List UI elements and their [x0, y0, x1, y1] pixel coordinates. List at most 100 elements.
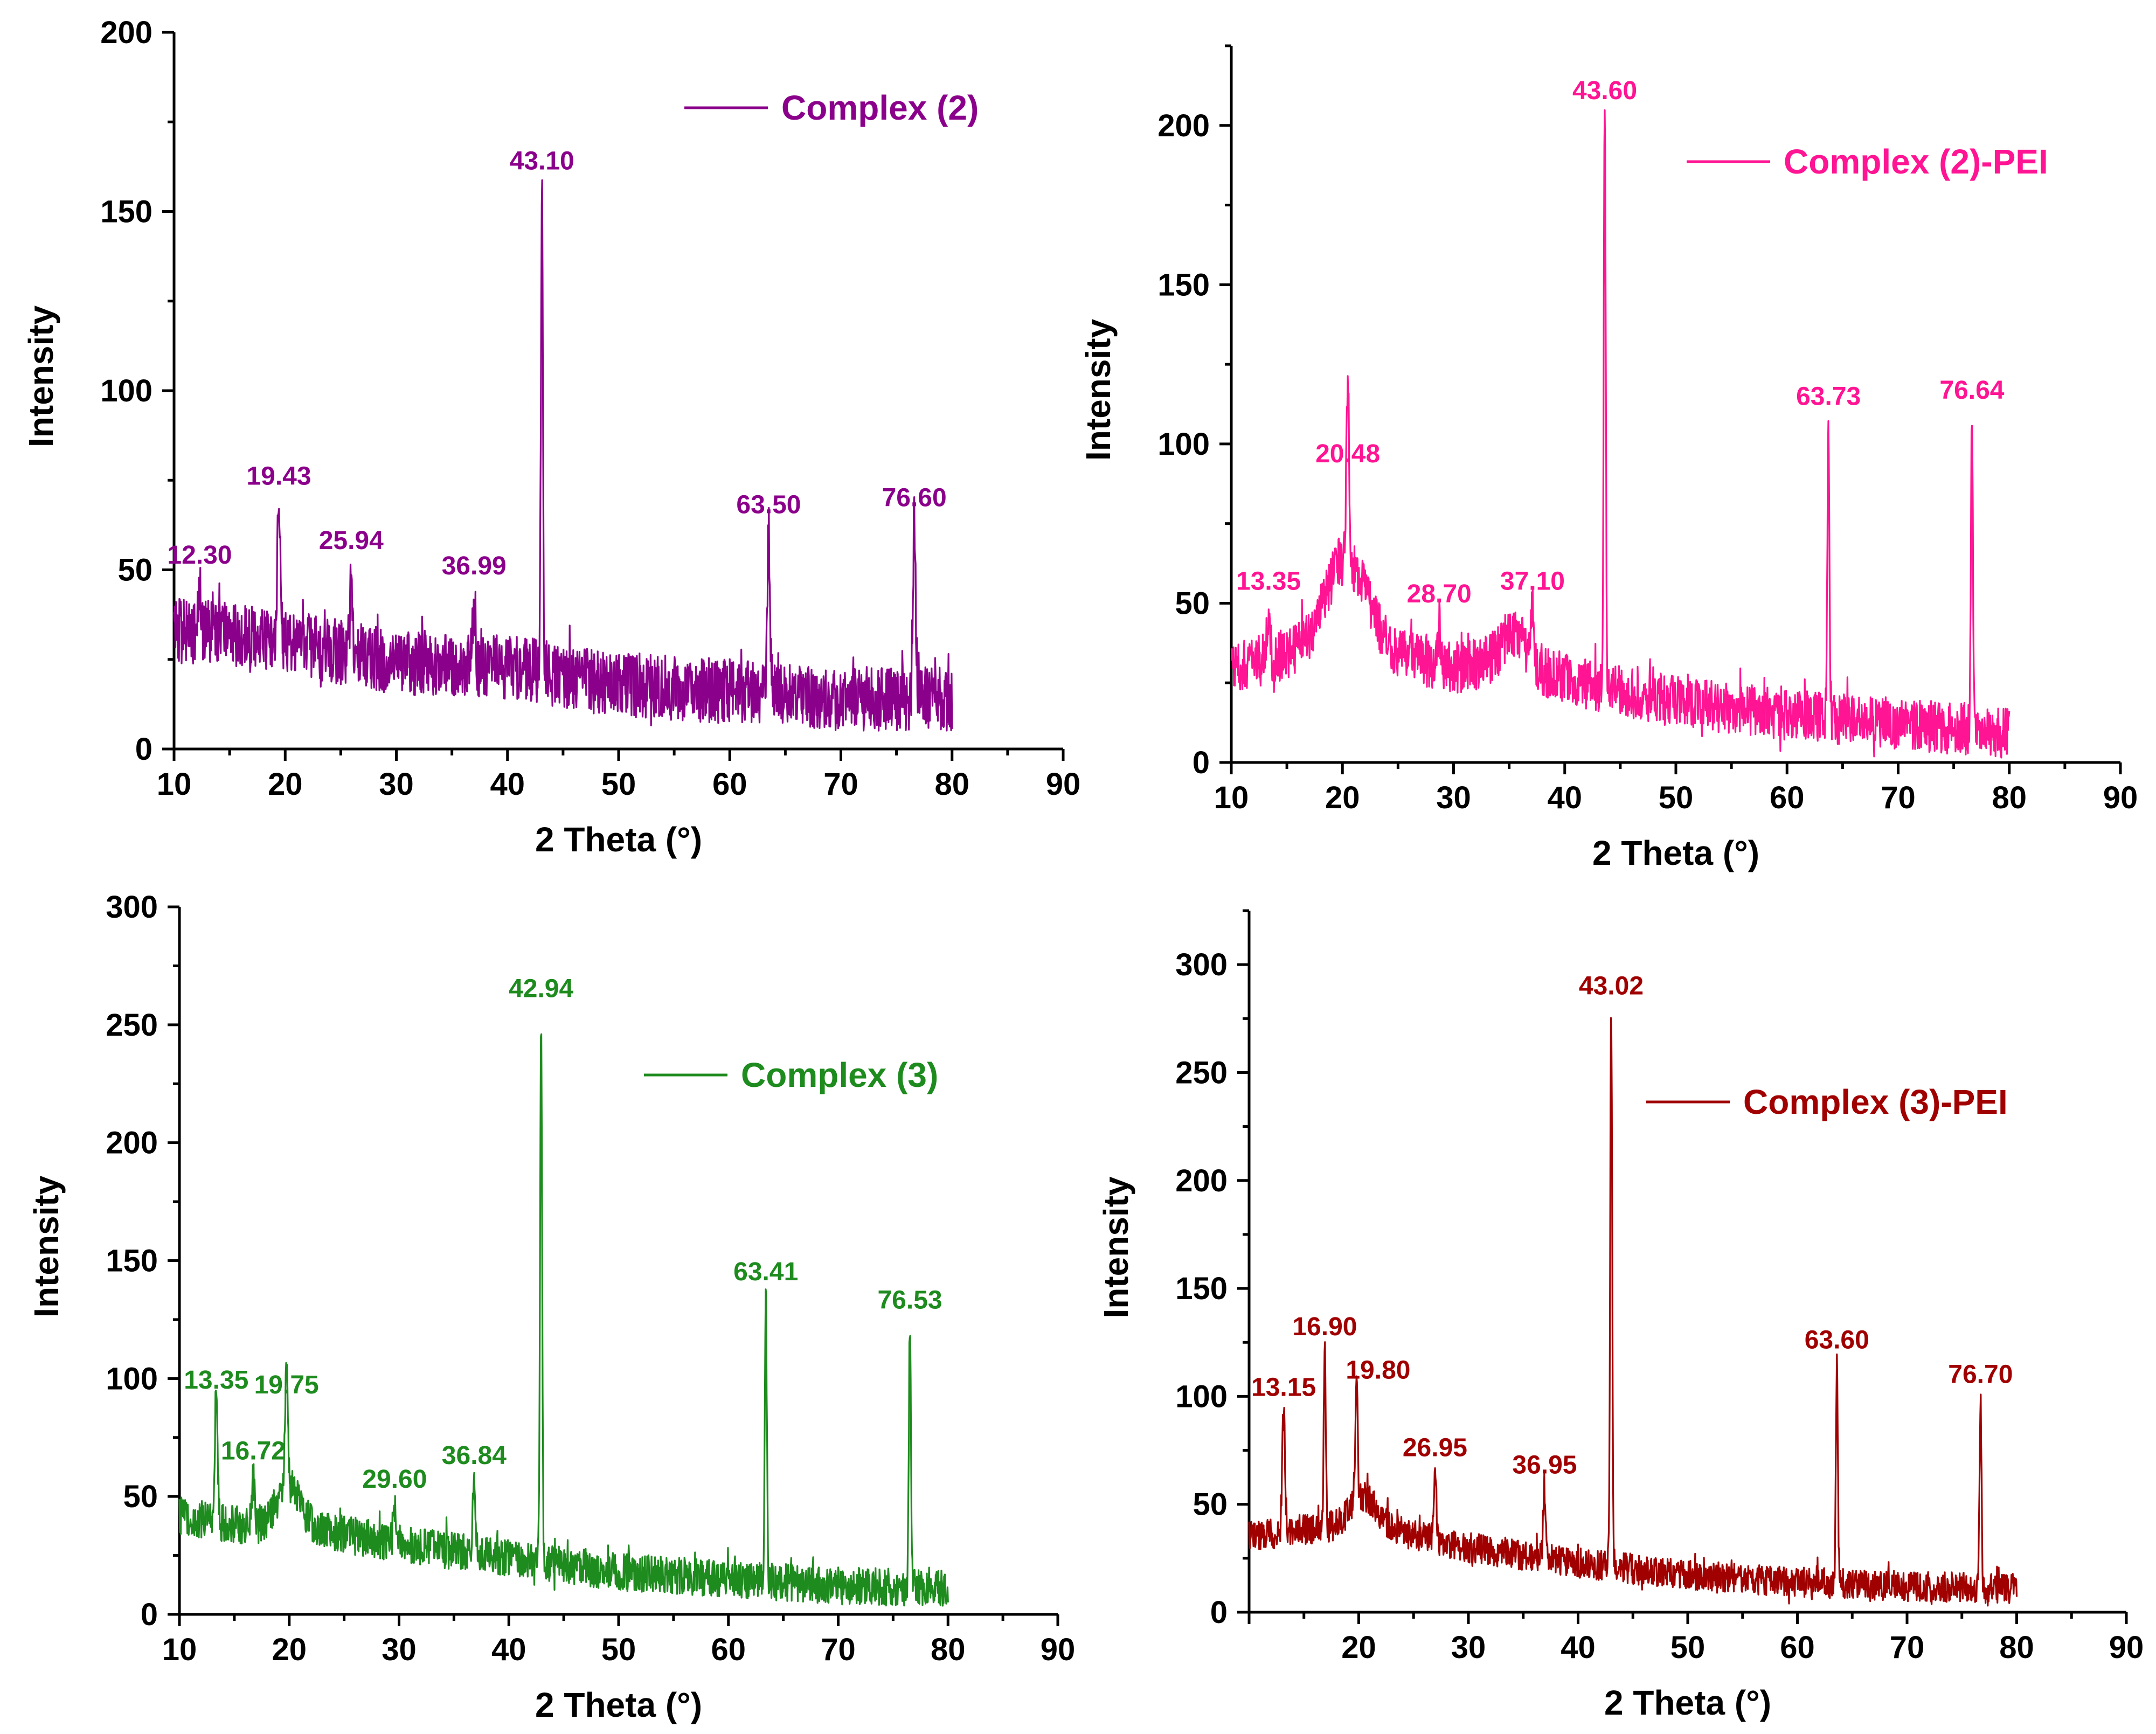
peak-label: 28.70	[1407, 580, 1472, 608]
y-tick-label: 50	[1193, 1487, 1228, 1522]
y-axis-title: Intensity	[1097, 1176, 1135, 1319]
peak-label: 19.43	[246, 462, 311, 491]
x-tick-label: 90	[2103, 780, 2138, 815]
xrd-pattern-line	[178, 1033, 949, 1607]
x-tick-label: 20	[272, 1632, 307, 1667]
peak-label: 19.75	[254, 1371, 319, 1399]
x-tick-label: 60	[711, 1632, 746, 1667]
peak-label: 13.15	[1251, 1373, 1316, 1402]
peak-label: 76.60	[882, 483, 947, 512]
y-tick-label: 50	[123, 1479, 158, 1514]
x-tick-label: 30	[1436, 780, 1471, 815]
y-tick-label: 150	[1175, 1271, 1228, 1306]
peak-label: 13.35	[184, 1366, 248, 1395]
y-tick-label: 0	[1193, 745, 1210, 780]
x-tick-label: 60	[1770, 780, 1805, 815]
x-axis-title: 2 Theta (°)	[535, 1686, 702, 1724]
y-tick-label: 250	[1175, 1055, 1228, 1090]
peak-label: 12.30	[167, 541, 232, 570]
y-tick-label: 200	[1157, 108, 1210, 143]
peak-label: 36.84	[442, 1441, 507, 1470]
legend-label: Complex (2)-PEI	[1784, 142, 2048, 181]
peak-label: 76.64	[1939, 376, 2004, 405]
peak-label: 63.50	[736, 491, 801, 519]
x-tick-label: 40	[1561, 1630, 1596, 1665]
peak-label: 43.02	[1579, 972, 1644, 1000]
peak-label: 36.99	[442, 552, 507, 580]
x-tick-label: 30	[379, 767, 414, 802]
y-tick-label: 150	[100, 195, 152, 230]
peak-label: 76.70	[1948, 1360, 2013, 1389]
x-tick-label: 80	[1999, 1630, 2034, 1665]
panel-4: 20 30 40 50 60 70 80 90 0 50 100 150 200 250 300 2 Thet…	[1097, 909, 2144, 1722]
y-tick-label: 100	[1157, 427, 1210, 462]
panel-3: 10 20 30 40 50 60 70 80 90 0 50 100 150 200 250 300 2 Th…	[27, 890, 1075, 1724]
panel-2: 10 20 30 40 50 60 70 80 90 0 50 100 150 200 2 Theta (°…	[1079, 44, 2138, 872]
x-tick-label: 70	[821, 1632, 856, 1667]
x-tick-label: 70	[1890, 1630, 1925, 1665]
peak-label: 37.10	[1500, 567, 1565, 595]
panel-1: 10 20 30 40 50 60 70 80 90 0 50 100 150 200 2 Theta (°…	[22, 15, 1080, 859]
y-tick-label: 300	[106, 890, 158, 925]
x-tick-label: 80	[1992, 780, 2027, 815]
xrd-pattern-line	[1248, 1017, 2018, 1607]
peak-label: 63.73	[1796, 383, 1861, 411]
x-axis-title: 2 Theta (°)	[535, 820, 702, 859]
y-tick-label: 0	[135, 732, 152, 767]
peak-label: 76.53	[877, 1286, 942, 1314]
x-tick-label: 40	[1547, 780, 1582, 815]
legend-label: Complex (3)	[741, 1056, 938, 1094]
peak-label: 43.60	[1572, 77, 1637, 105]
peak-label: 25.94	[319, 526, 384, 555]
x-tick-label: 10	[162, 1632, 197, 1667]
x-tick-label: 90	[1046, 767, 1081, 802]
y-tick-label: 150	[106, 1244, 158, 1279]
xrd-pattern-line	[1231, 109, 2011, 759]
legend-label: Complex (2)	[781, 88, 979, 127]
x-axis-title: 2 Theta (°)	[1604, 1683, 1771, 1722]
x-tick-label: 50	[1670, 1630, 1706, 1665]
x-tick-label: 60	[712, 767, 747, 802]
peak-label: 26.95	[1403, 1434, 1467, 1462]
peak-label: 63.41	[733, 1258, 798, 1286]
y-tick-label: 150	[1157, 267, 1210, 302]
x-tick-label: 90	[2109, 1630, 2144, 1665]
x-tick-label: 20	[1325, 780, 1360, 815]
peak-label: 43.10	[510, 147, 574, 175]
y-tick-label: 0	[1210, 1595, 1228, 1630]
peak-label: 29.60	[362, 1465, 427, 1494]
x-tick-label: 50	[601, 1632, 636, 1667]
x-tick-label: 20	[1341, 1630, 1376, 1665]
y-tick-label: 200	[1175, 1163, 1228, 1198]
peak-label: 36.95	[1512, 1451, 1577, 1480]
x-tick-label: 40	[491, 1632, 526, 1667]
x-tick-label: 50	[1659, 780, 1694, 815]
y-tick-label: 50	[117, 553, 152, 588]
peak-label: 16.90	[1292, 1313, 1357, 1341]
peak-label: 42.94	[509, 975, 573, 1003]
x-tick-label: 70	[1881, 780, 1916, 815]
peak-label: 13.35	[1236, 567, 1301, 595]
x-tick-label: 20	[268, 767, 303, 802]
x-tick-label: 60	[1780, 1630, 1815, 1665]
y-tick-label: 200	[100, 15, 152, 50]
y-tick-label: 300	[1175, 947, 1228, 982]
x-tick-label: 10	[1214, 780, 1249, 815]
peak-label: 19.80	[1346, 1356, 1410, 1384]
x-tick-label: 80	[934, 767, 969, 802]
peak-label: 16.72	[221, 1437, 286, 1465]
xrd-pattern-line	[173, 179, 953, 732]
y-axis-title: Intensity	[1079, 318, 1118, 461]
peak-label: 20.48	[1315, 440, 1380, 468]
y-tick-label: 100	[100, 373, 152, 408]
peak-label: 63.60	[1805, 1326, 1869, 1354]
y-tick-label: 250	[106, 1008, 158, 1043]
x-tick-label: 30	[1451, 1630, 1486, 1665]
y-axis-title: Intensity	[22, 305, 60, 447]
x-tick-label: 30	[382, 1632, 417, 1667]
y-tick-label: 100	[106, 1361, 158, 1396]
x-tick-label: 10	[157, 767, 192, 802]
y-tick-label: 200	[106, 1126, 158, 1161]
x-tick-label: 90	[1041, 1632, 1076, 1667]
